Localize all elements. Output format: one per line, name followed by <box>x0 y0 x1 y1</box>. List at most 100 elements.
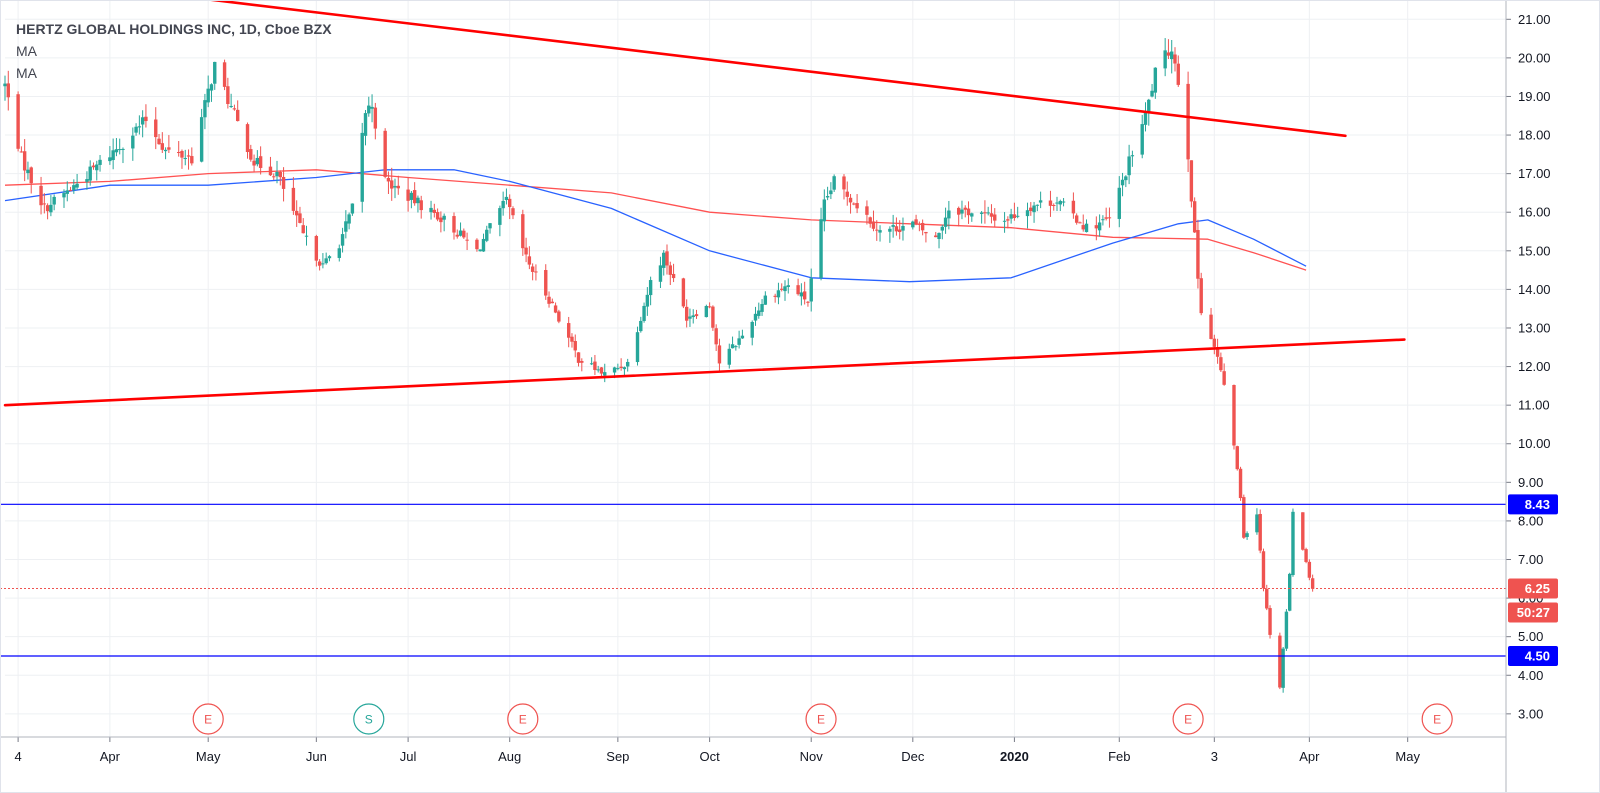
hline-price-label-bg <box>1508 494 1558 515</box>
candle-body <box>462 230 466 238</box>
candle-body <box>1176 63 1180 85</box>
candle-body <box>1238 468 1243 499</box>
candle-body <box>557 311 561 322</box>
candle-body <box>160 143 165 150</box>
candle-body <box>294 210 299 216</box>
event-marker-earnings[interactable] <box>192 703 224 735</box>
candle-body <box>1196 230 1200 279</box>
event-marker-split[interactable] <box>353 703 385 735</box>
candle-body <box>416 197 420 204</box>
candle-body <box>727 348 731 365</box>
candle-body <box>360 132 364 202</box>
candle-body <box>963 207 967 210</box>
moving-averages <box>4 169 1307 283</box>
legend-ma-1[interactable]: MA <box>16 43 37 59</box>
candle-body <box>190 156 194 164</box>
candle-body <box>337 248 341 258</box>
candle-body <box>753 313 758 321</box>
candle-body <box>1153 67 1158 93</box>
event-marker-earnings[interactable] <box>805 703 837 735</box>
candle-body <box>458 230 463 236</box>
event-marker-earnings[interactable] <box>1421 703 1453 735</box>
candle-body <box>232 108 237 110</box>
event-marker-label: E <box>817 713 825 727</box>
candle-body <box>1304 549 1308 562</box>
candle-body <box>1074 215 1079 223</box>
candle-body <box>809 278 813 302</box>
candle-body <box>1307 561 1312 578</box>
candle-body <box>1186 83 1190 160</box>
candle-body <box>1038 200 1043 203</box>
candle-body <box>566 323 571 338</box>
ma-slow-line <box>4 169 1307 271</box>
candle-body <box>245 124 250 153</box>
x-tick-label: Apr <box>100 749 121 764</box>
candle-body <box>1255 514 1259 533</box>
candle-body <box>1035 204 1040 206</box>
candle-body <box>979 212 984 214</box>
candle-body <box>943 217 948 227</box>
candle-body <box>783 286 787 292</box>
candle-body <box>409 192 414 200</box>
candle-body <box>314 236 319 261</box>
candle-body <box>1130 155 1135 157</box>
candle-body <box>1258 513 1262 551</box>
candle-body <box>1025 210 1030 217</box>
candle-body <box>235 109 240 122</box>
price-labels: 8.43 4.50 6.25 50:27 <box>1508 494 1558 666</box>
candle-body <box>111 150 115 161</box>
candle-body <box>386 177 391 182</box>
candle-body <box>1015 215 1020 217</box>
lower-trendline[interactable] <box>3 338 1406 407</box>
candle-body <box>580 360 584 363</box>
candle-body <box>940 226 945 231</box>
ma-fast-line <box>4 169 1307 283</box>
y-tick-label: 8.00 <box>1518 513 1543 528</box>
candle-body <box>272 176 276 178</box>
candle-body <box>868 217 872 224</box>
candle-body <box>222 62 227 87</box>
candle-body <box>367 105 371 114</box>
event-marker-earnings[interactable] <box>507 703 539 735</box>
y-tick-label: 16.00 <box>1518 205 1551 220</box>
candle-body <box>1084 223 1089 233</box>
candle-body <box>570 336 574 342</box>
candle-body <box>983 212 987 214</box>
candle-body <box>252 160 256 166</box>
candle-body <box>993 214 997 221</box>
event-marker-earnings[interactable] <box>1172 703 1204 735</box>
candle-body <box>154 119 158 138</box>
y-tick-label: 15.00 <box>1518 243 1551 258</box>
candle-body <box>845 191 849 197</box>
x-tick-label: Nov <box>800 749 824 764</box>
candle-body <box>878 230 882 233</box>
candle-body <box>1170 51 1174 60</box>
candle-body <box>1150 90 1154 97</box>
hline-price-label-text: 8.43 <box>1525 497 1550 512</box>
candle-body <box>203 100 207 118</box>
candle-body <box>757 310 761 316</box>
upper-trendline[interactable] <box>133 0 1347 138</box>
candle-body <box>62 193 66 198</box>
candle-body <box>780 288 784 290</box>
candle-body <box>419 200 423 211</box>
y-tick-label: 4.00 <box>1518 668 1543 683</box>
last-price-label: 6.25 <box>1508 578 1558 599</box>
last-price-label-text: 6.25 <box>1525 581 1550 596</box>
candle-body <box>1209 314 1213 339</box>
candle-body <box>455 234 459 237</box>
countdown-label: 50:27 <box>1508 602 1558 623</box>
candle-body <box>1101 219 1105 221</box>
candle-body <box>85 179 89 182</box>
y-tick-label: 20.00 <box>1518 50 1551 65</box>
candle-body <box>1268 608 1272 635</box>
candle-body <box>49 204 53 213</box>
legend-title: HERTZ GLOBAL HOLDINGS INC, 1D, Cboe BZX <box>16 21 332 37</box>
legend-ma-2[interactable]: MA <box>16 65 37 81</box>
candle-body <box>691 315 695 318</box>
candle-body <box>1048 200 1053 206</box>
candle-body <box>134 126 138 133</box>
